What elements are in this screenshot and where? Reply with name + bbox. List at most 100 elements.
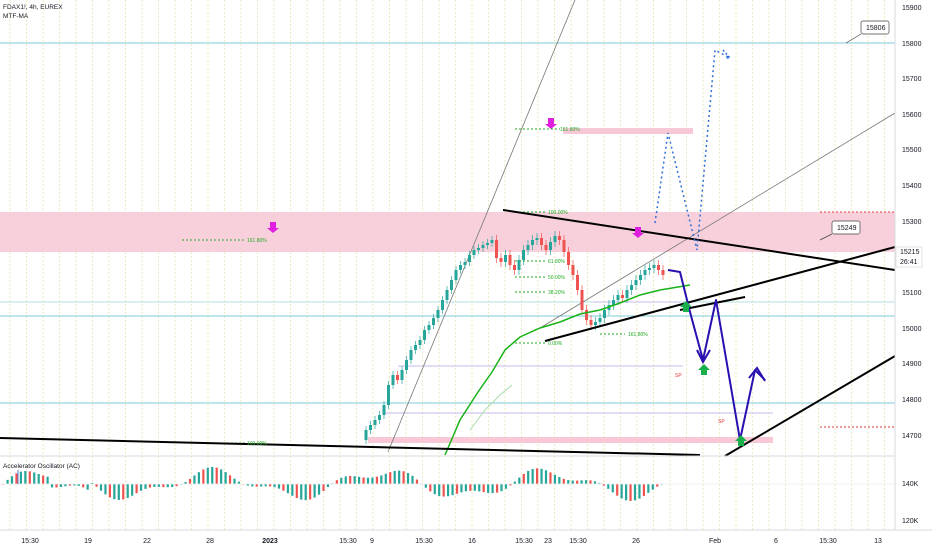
candle-body bbox=[495, 240, 498, 258]
oscillator-bar bbox=[33, 472, 36, 484]
oscillator-bar bbox=[482, 484, 485, 493]
callout-15249[interactable] bbox=[831, 220, 861, 235]
symbol-title[interactable]: FDAX1!, 4h, EUREX bbox=[3, 4, 63, 11]
short-support-line[interactable] bbox=[679, 296, 746, 311]
oscillator-bar bbox=[616, 484, 619, 496]
projection-path[interactable] bbox=[667, 269, 766, 441]
candle-body bbox=[639, 275, 642, 280]
candle-body bbox=[414, 345, 417, 350]
moving-average-main[interactable] bbox=[444, 284, 691, 456]
time-axis[interactable]: 15:30 19 22 28 2023 15:30 9 15:30 16 15:30 23 15:30… bbox=[21, 538, 882, 545]
long-support-line[interactable] bbox=[0, 437, 701, 456]
callout-15806[interactable] bbox=[860, 20, 890, 35]
candle-body bbox=[585, 310, 588, 320]
oscillator-bar bbox=[469, 484, 472, 491]
candle-body bbox=[652, 265, 656, 268]
candle-body bbox=[540, 238, 543, 245]
oscillator-bar bbox=[68, 484, 71, 486]
oscillator-bar bbox=[513, 481, 516, 484]
oscillator-bar bbox=[82, 484, 85, 488]
candle-body bbox=[634, 280, 638, 285]
fib-label-618: 61.80% bbox=[548, 259, 566, 265]
oscillator-bar bbox=[509, 484, 512, 486]
oscillator-bar bbox=[629, 484, 632, 501]
oscillator-label[interactable]: Accelerator Oscillator (AC) bbox=[3, 463, 80, 470]
oscillator-bar bbox=[215, 467, 218, 484]
oscillator-bar bbox=[358, 476, 361, 484]
candle-body bbox=[405, 360, 408, 370]
oscillator-bar bbox=[589, 480, 592, 484]
oscillator-bar bbox=[527, 470, 530, 484]
candle-body bbox=[661, 270, 665, 275]
oscillator-bar bbox=[317, 484, 321, 495]
oscillator-bar bbox=[322, 484, 325, 491]
oscillator-bar bbox=[10, 476, 14, 484]
projection-dotted-path[interactable] bbox=[654, 48, 731, 251]
oscillator-bar bbox=[495, 484, 499, 493]
oscillator-bar bbox=[91, 482, 94, 484]
oscillator-bar bbox=[162, 484, 165, 488]
lower-channel-line[interactable] bbox=[724, 355, 896, 457]
oscillator-bar bbox=[607, 484, 610, 489]
oscillator-bar bbox=[59, 484, 63, 488]
candle-body bbox=[567, 252, 570, 265]
oscillator-bar bbox=[438, 484, 441, 496]
oscillator-bar bbox=[656, 484, 659, 487]
oscillator-bar bbox=[625, 484, 628, 501]
oscillator-bar bbox=[344, 476, 347, 484]
osc-tick-120k: 120K bbox=[902, 518, 919, 525]
up-arrow-icon bbox=[680, 301, 692, 312]
candle-body bbox=[603, 310, 606, 318]
oscillator-bar bbox=[398, 470, 401, 484]
candle-body bbox=[594, 322, 597, 325]
oscillator-bar bbox=[598, 483, 601, 484]
oscillator-bar bbox=[246, 484, 249, 486]
oscillator-bar bbox=[642, 484, 645, 496]
candle-body bbox=[526, 245, 530, 250]
price-tick: 14800 bbox=[902, 397, 922, 404]
price-tick: 14900 bbox=[902, 361, 922, 368]
channel-trendline[interactable] bbox=[539, 112, 896, 329]
oscillator-bar bbox=[184, 481, 187, 484]
oscillator-bar bbox=[117, 484, 120, 500]
oscillator-bar bbox=[139, 484, 143, 491]
candle-body bbox=[531, 240, 534, 245]
lower-triangle-line[interactable] bbox=[544, 246, 896, 342]
candle-body bbox=[504, 255, 507, 262]
candle-body bbox=[445, 290, 449, 300]
oscillator-bar bbox=[540, 468, 543, 484]
candle-body bbox=[441, 300, 444, 310]
oscillator-bar bbox=[269, 484, 272, 487]
time-tick: 15:30 bbox=[21, 538, 39, 545]
resistance-zone[interactable] bbox=[0, 212, 895, 252]
candle-body bbox=[400, 370, 404, 380]
candle-body bbox=[517, 260, 521, 270]
price-tick: 15400 bbox=[902, 183, 922, 190]
time-tick: 6 bbox=[774, 538, 778, 545]
candle-body bbox=[486, 243, 489, 245]
upper-triangle-line[interactable] bbox=[502, 209, 896, 271]
target-zone-top[interactable] bbox=[563, 128, 693, 134]
oscillator-bar bbox=[406, 473, 410, 484]
support-zone-bottom[interactable] bbox=[368, 437, 773, 443]
time-tick: 16 bbox=[468, 538, 476, 545]
candle-body bbox=[625, 290, 629, 298]
steep-trendline[interactable] bbox=[387, 0, 576, 453]
oscillator-bar bbox=[571, 480, 574, 484]
indicator-label[interactable]: MTF-MA bbox=[3, 13, 29, 20]
price-tick: 15600 bbox=[902, 112, 922, 119]
price-tick: 15000 bbox=[902, 326, 922, 333]
oscillator-bar bbox=[148, 484, 152, 488]
oscillator-bar bbox=[228, 475, 232, 484]
candle-body bbox=[369, 425, 372, 430]
oscillator-bar bbox=[504, 484, 508, 489]
fib-label-161-left: 161.80% bbox=[247, 238, 267, 244]
oscillator-bar bbox=[211, 467, 214, 484]
callout-15249-leader bbox=[819, 233, 833, 241]
moving-average-secondary[interactable] bbox=[469, 384, 513, 431]
fib-label-0: 0.00% bbox=[548, 341, 563, 347]
oscillator-bar bbox=[37, 473, 40, 484]
oscillator-bar bbox=[366, 477, 370, 484]
oscillator-bar bbox=[300, 484, 303, 500]
